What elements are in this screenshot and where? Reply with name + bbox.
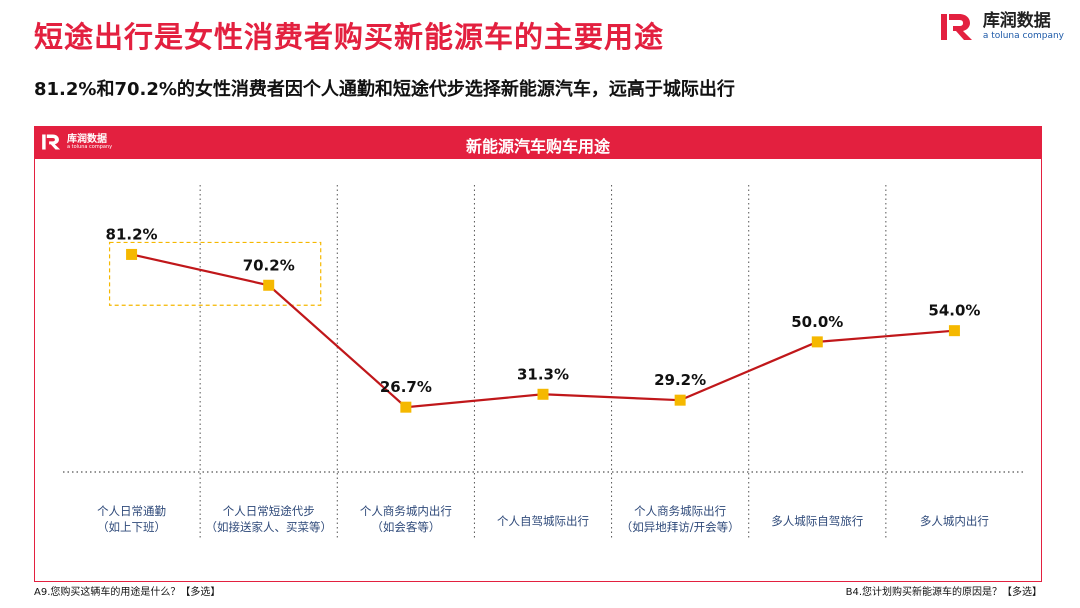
x-tick-label: 个人自驾城际出行 bbox=[497, 514, 589, 528]
kr-logo-icon bbox=[940, 14, 972, 40]
data-label: 31.3% bbox=[517, 365, 569, 383]
x-tick-label: 个人商务城内出行 bbox=[360, 504, 452, 518]
footnote-left: A9.您购买这辆车的用途是什么？【多选】 bbox=[34, 587, 221, 598]
page-subtitle: 81.2%和70.2%的女性消费者因个人通勤和短途代步选择新能源汽车，远高于城际… bbox=[34, 79, 735, 100]
data-label: 26.7% bbox=[380, 378, 432, 396]
panel-logo: 库润数据 a toluna company bbox=[41, 133, 112, 151]
data-label: 50.0% bbox=[791, 313, 843, 331]
chart-panel-header: 库润数据 a toluna company 新能源汽车购车用途 bbox=[35, 127, 1041, 159]
brand-logo: 库润数据 a toluna company bbox=[939, 12, 1064, 42]
brand-name: 库润数据 bbox=[982, 11, 1051, 31]
chart-panel: 库润数据 a toluna company 新能源汽车购车用途 81.2% 70.… bbox=[34, 126, 1042, 582]
x-tick-label: 个人商务城际出行 bbox=[634, 504, 726, 518]
data-point bbox=[263, 279, 275, 291]
data-label: 70.2% bbox=[243, 256, 295, 274]
data-point bbox=[674, 394, 686, 406]
page-title: 短途出行是女性消费者购买新能源车的主要用途 bbox=[34, 20, 665, 54]
x-tick-label: （如异地拜访/开会等） bbox=[621, 520, 740, 534]
highlight-box bbox=[108, 241, 322, 306]
x-tick-label: 多人城内出行 bbox=[920, 514, 989, 528]
data-label: 29.2% bbox=[654, 371, 706, 389]
x-tick-label: 个人日常短途代步 bbox=[223, 504, 315, 518]
x-tick-label: 多人城际自驾旅行 bbox=[771, 514, 863, 528]
panel-logo-name: 库润数据 bbox=[67, 133, 107, 145]
panel-kr-logo-icon bbox=[42, 134, 61, 150]
panel-logo-tagline: a toluna company bbox=[67, 143, 113, 150]
data-point bbox=[400, 401, 412, 413]
data-label: 54.0% bbox=[928, 302, 980, 320]
x-tick-label: （如接送家人、买菜等） bbox=[205, 520, 332, 534]
data-point bbox=[811, 336, 823, 348]
line-chart: 81.2% 70.2% 26.7% 31.3% 29.2% 50.0% 54.0% 个人日常通… bbox=[63, 185, 1023, 539]
x-tick-label: 个人日常通勤 bbox=[97, 504, 166, 518]
footnote-right: B4.您计划购买新能源车的原因是？【多选】 bbox=[845, 587, 1042, 598]
x-tick-label: （如会客等） bbox=[371, 520, 440, 534]
brand-tagline: a toluna company bbox=[982, 31, 1064, 41]
x-tick-label: （如上下班） bbox=[97, 520, 166, 534]
data-point bbox=[948, 325, 960, 337]
data-label: 81.2% bbox=[106, 225, 158, 243]
data-point bbox=[537, 388, 549, 400]
chart-title: 新能源汽车购车用途 bbox=[465, 137, 610, 156]
data-point bbox=[126, 248, 138, 260]
